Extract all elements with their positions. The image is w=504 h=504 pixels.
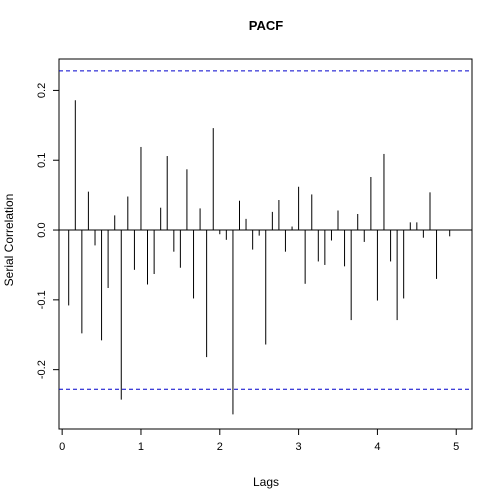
x-axis: 0 1 2 3 4 5 <box>59 429 459 453</box>
plot-frame <box>58 58 473 430</box>
y-axis: -0.2 -0.1 0.0 0.1 0.2 <box>36 83 59 379</box>
x-axis-label: Lags <box>253 475 279 489</box>
x-tick-label: 2 <box>217 441 223 453</box>
y-tick-label: 0.0 <box>36 222 48 237</box>
x-tick-label: 3 <box>296 441 302 453</box>
y-tick-label: -0.1 <box>36 290 48 309</box>
confidence-bounds <box>59 70 472 390</box>
x-tick-label: 1 <box>138 441 144 453</box>
x-tick-label: 0 <box>59 441 65 453</box>
x-tick-label: 4 <box>374 441 380 453</box>
y-axis-label: Serial Correlation <box>2 194 16 287</box>
chart-title: PACF <box>249 18 283 33</box>
y-tick-label: -0.2 <box>36 360 48 379</box>
pacf-bars <box>68 100 451 415</box>
y-tick-label: 0.1 <box>36 153 48 168</box>
y-tick-label: 0.2 <box>36 83 48 98</box>
x-tick-label: 5 <box>453 441 459 453</box>
